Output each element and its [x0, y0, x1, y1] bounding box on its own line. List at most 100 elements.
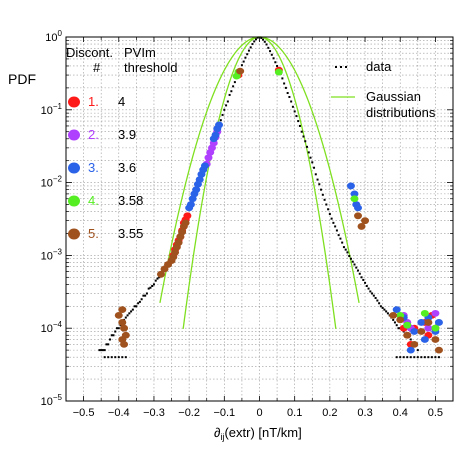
data-point — [385, 310, 388, 313]
data-point — [320, 188, 323, 191]
x-tick-label: 0 — [256, 407, 262, 419]
data-point — [249, 46, 252, 49]
data-point — [386, 312, 389, 315]
data-point — [112, 334, 115, 337]
data-point — [156, 277, 159, 280]
data-point — [232, 85, 235, 88]
data-point — [272, 57, 275, 60]
data-point — [334, 225, 337, 228]
data-point — [144, 294, 147, 297]
legend-data-dot — [345, 66, 347, 68]
discontinuity-2-point — [431, 309, 440, 317]
data-point — [423, 356, 426, 359]
data-point — [379, 305, 382, 308]
data-point — [254, 38, 257, 41]
data-point — [349, 257, 352, 260]
discontinuity-5-point — [156, 270, 165, 278]
discontinuity-points — [114, 66, 443, 354]
data-point — [147, 287, 150, 290]
x-tick-label: 0.1 — [287, 407, 302, 419]
data-point — [362, 278, 365, 281]
data-point — [372, 294, 375, 297]
table-row-threshold: 3.6 — [118, 160, 136, 175]
table-row-number: 5. — [88, 226, 99, 241]
data-point — [131, 308, 134, 311]
discontinuity-3-point — [410, 328, 419, 335]
table-row-number: 2. — [88, 127, 99, 142]
data-point — [246, 53, 249, 56]
data-point — [420, 356, 423, 359]
data-point — [284, 86, 287, 89]
table-row-number: 3. — [88, 160, 99, 175]
discontinuity-4-point — [420, 309, 429, 317]
data-point — [124, 356, 127, 359]
discontinuity-5-point — [396, 316, 405, 324]
legend-data-marker — [335, 66, 347, 68]
data-point — [110, 356, 113, 359]
x-tick-label: 0.5 — [428, 407, 443, 419]
data-point — [251, 43, 254, 46]
table-row-marker — [68, 195, 80, 207]
discontinuity-3-point — [200, 162, 209, 170]
data-point — [309, 156, 312, 159]
discontinuity-5-point — [172, 243, 181, 251]
data-point — [397, 327, 400, 330]
data-point — [263, 40, 266, 43]
discontinuity-2-point — [204, 154, 213, 162]
data-point — [313, 166, 316, 169]
y-tick-label: 10−1 — [41, 102, 63, 117]
data-point — [323, 198, 326, 201]
discontinuity-5-point — [120, 340, 129, 348]
data-point — [351, 260, 354, 263]
data-point — [314, 173, 317, 176]
legend-data-dot — [340, 66, 342, 68]
y-tick-label: 10−5 — [41, 393, 63, 408]
discontinuity-3-point — [420, 336, 429, 343]
data-point — [365, 284, 368, 287]
data-point — [233, 81, 236, 84]
discontinuity-5-point — [389, 311, 398, 319]
discontinuity-5-point — [114, 311, 123, 319]
y-axis-label: PDF — [8, 71, 36, 87]
data-point — [107, 356, 110, 359]
table-row-threshold: 3.55 — [118, 226, 143, 241]
data-point — [152, 283, 155, 286]
axis-ticks — [66, 36, 453, 402]
legend-data-dot — [335, 66, 337, 68]
data-point — [381, 306, 384, 309]
data-point — [341, 241, 344, 244]
discontinuity-5-point — [176, 233, 185, 241]
discontinuity-3-point — [186, 201, 195, 208]
data-point — [126, 314, 129, 317]
data-point — [376, 299, 379, 302]
discontinuity-1-point — [183, 212, 192, 220]
legend-gaussian-label-2: distributions — [366, 105, 436, 120]
data-point — [395, 324, 398, 327]
data-point — [335, 229, 338, 232]
discontinuity-4-point — [274, 68, 283, 76]
data-point — [291, 105, 294, 108]
discontinuity-3-point — [392, 306, 401, 314]
table-row-threshold: 4 — [118, 94, 125, 109]
table-row-marker — [68, 228, 80, 240]
discontinuity-5-point — [118, 306, 127, 314]
table-header-threshold: threshold — [124, 60, 177, 75]
data-point — [416, 349, 419, 352]
x-tick-label: 0.4 — [393, 407, 408, 419]
y-tick-label: 100 — [45, 29, 62, 44]
data-point — [402, 356, 405, 359]
discontinuity-3-point — [417, 319, 426, 326]
data-point — [437, 356, 440, 359]
discontinuity-5-point — [120, 324, 129, 332]
data-point — [337, 234, 340, 237]
table-row-threshold: 3.58 — [118, 193, 143, 208]
data-point — [110, 334, 113, 337]
data-point — [107, 343, 110, 346]
legend: data Gaussian distributions — [331, 59, 436, 120]
data-point — [298, 124, 301, 127]
discontinuity-3-point — [346, 182, 355, 190]
table-row-marker — [68, 129, 80, 141]
data-point — [154, 279, 157, 282]
data-point — [128, 312, 131, 315]
data-point — [226, 100, 229, 103]
